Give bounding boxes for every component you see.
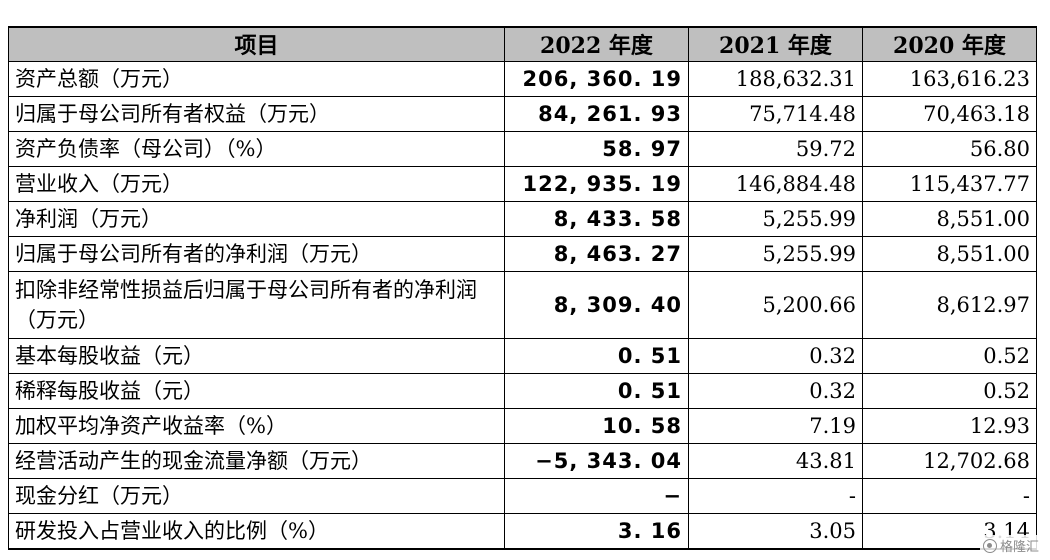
value-2022: 58. 97	[504, 130, 689, 167]
table-row: 稀释每股收益（元） 0. 51 0.32 0.52	[8, 372, 1037, 409]
value-2022: −5, 343. 04	[504, 442, 689, 479]
table-row: 资产总额（万元） 206, 360. 19 188,632.31 163,616…	[8, 60, 1037, 97]
value-2021: 5,200.66	[688, 270, 863, 339]
value-2020: 12,702.68	[862, 442, 1037, 479]
row-label: 稀释每股收益（元）	[8, 372, 505, 409]
value-2020: 70,463.18	[862, 95, 1037, 132]
table-row: 研发投入占营业收入的比例（%） 3. 16 3.05 3.14	[8, 512, 1037, 550]
value-2021: 5,255.99	[688, 235, 863, 272]
value-2021: 3.05	[688, 512, 863, 550]
table-row: 现金分红（万元） − - -	[8, 477, 1037, 514]
value-2020: -	[862, 477, 1037, 514]
value-2021: 75,714.48	[688, 95, 863, 132]
gelonghui-logo-icon	[982, 538, 997, 553]
value-2021: 188,632.31	[688, 60, 863, 97]
value-2022: 122, 935. 19	[504, 165, 689, 202]
value-2020: 8,612.97	[862, 270, 1037, 339]
value-2022: 206, 360. 19	[504, 60, 689, 97]
value-2021: 59.72	[688, 130, 863, 167]
value-2020: 8,551.00	[862, 235, 1037, 272]
value-2021: 43.81	[688, 442, 863, 479]
financial-indicators-table: 项目 2022 年度 2021 年度 2020 年度 资产总额（万元） 206,…	[8, 26, 1037, 550]
row-label: 净利润（万元）	[8, 200, 505, 237]
table-row: 基本每股收益（元） 0. 51 0.32 0.52	[8, 337, 1037, 374]
value-2020: 115,437.77	[862, 165, 1037, 202]
value-2022: 84, 261. 93	[504, 95, 689, 132]
row-label: 经营活动产生的现金流量净额（万元）	[8, 442, 505, 479]
watermark-text: 格隆汇	[999, 540, 1039, 555]
value-2021: 7.19	[688, 407, 863, 444]
row-label: 归属于母公司所有者权益（万元）	[8, 95, 505, 132]
row-label: 资产总额（万元）	[8, 60, 505, 97]
table-row: 净利润（万元） 8, 433. 58 5,255.99 8,551.00	[8, 200, 1037, 237]
header-2020: 2020 年度	[862, 26, 1037, 62]
row-label: 营业收入（万元）	[8, 165, 505, 202]
header-2021: 2021 年度	[688, 26, 863, 62]
row-label: 基本每股收益（元）	[8, 337, 505, 374]
watermark: 格隆汇	[979, 535, 1042, 556]
table-row: 经营活动产生的现金流量净额（万元） −5, 343. 04 43.81 12,7…	[8, 442, 1037, 479]
value-2022: 3. 16	[504, 512, 689, 550]
table-row: 资产负债率（母公司）（%） 58. 97 59.72 56.80	[8, 130, 1037, 167]
table-row: 扣除非经常性损益后归属于母公司所有者的净利润（万元） 8, 309. 40 5,…	[8, 270, 1037, 339]
value-2022: 8, 463. 27	[504, 235, 689, 272]
value-2021: 0.32	[688, 372, 863, 409]
row-label: 现金分红（万元）	[8, 477, 505, 514]
value-2020: 8,551.00	[862, 200, 1037, 237]
table-row: 归属于母公司所有者的净利润（万元） 8, 463. 27 5,255.99 8,…	[8, 235, 1037, 272]
header-item: 项目	[8, 26, 505, 62]
value-2022: −	[504, 477, 689, 514]
value-2020: 0.52	[862, 372, 1037, 409]
value-2022: 10. 58	[504, 407, 689, 444]
value-2022: 8, 433. 58	[504, 200, 689, 237]
value-2021: -	[688, 477, 863, 514]
value-2020: 12.93	[862, 407, 1037, 444]
value-2021: 146,884.48	[688, 165, 863, 202]
value-2021: 0.32	[688, 337, 863, 374]
header-2022: 2022 年度	[504, 26, 689, 62]
value-2022: 0. 51	[504, 372, 689, 409]
row-label: 研发投入占营业收入的比例（%）	[8, 512, 505, 550]
value-2021: 5,255.99	[688, 200, 863, 237]
value-2020: 163,616.23	[862, 60, 1037, 97]
financial-table-container: 项目 2022 年度 2021 年度 2020 年度 资产总额（万元） 206,…	[8, 26, 1037, 550]
table-row: 加权平均净资产收益率（%） 10. 58 7.19 12.93	[8, 407, 1037, 444]
value-2020: 0.52	[862, 337, 1037, 374]
table-header-row: 项目 2022 年度 2021 年度 2020 年度	[8, 26, 1037, 62]
row-label: 加权平均净资产收益率（%）	[8, 407, 505, 444]
row-label: 资产负债率（母公司）（%）	[8, 130, 505, 167]
value-2022: 0. 51	[504, 337, 689, 374]
row-label: 扣除非经常性损益后归属于母公司所有者的净利润（万元）	[8, 270, 505, 339]
value-2020: 56.80	[862, 130, 1037, 167]
table-row: 归属于母公司所有者权益（万元） 84, 261. 93 75,714.48 70…	[8, 95, 1037, 132]
value-2022: 8, 309. 40	[504, 270, 689, 339]
table-row: 营业收入（万元） 122, 935. 19 146,884.48 115,437…	[8, 165, 1037, 202]
row-label: 归属于母公司所有者的净利润（万元）	[8, 235, 505, 272]
